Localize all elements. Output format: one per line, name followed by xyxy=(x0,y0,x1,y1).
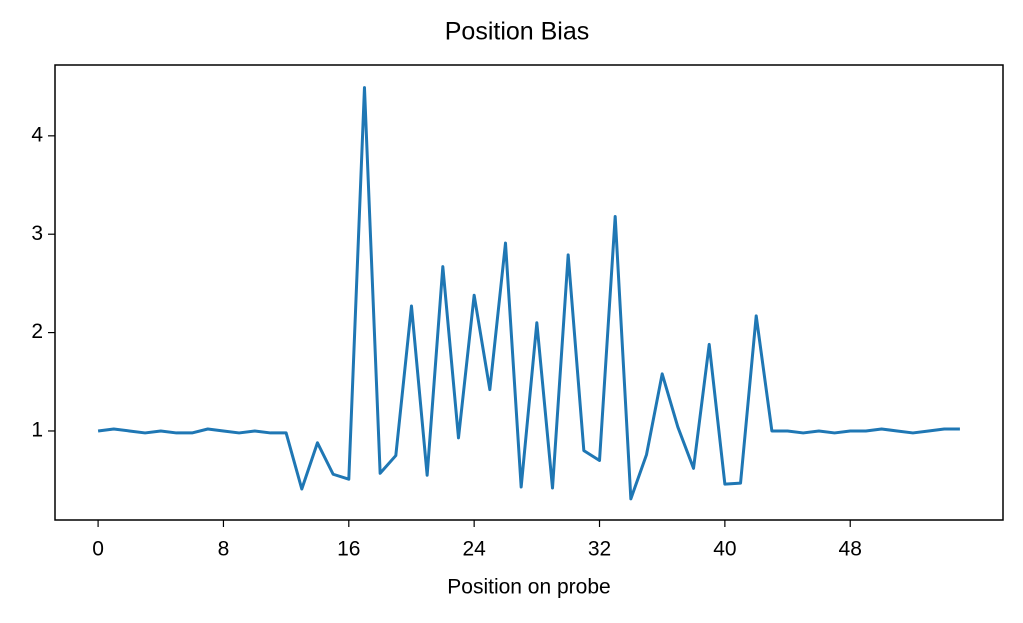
x-tick-label: 16 xyxy=(337,538,360,561)
y-tick-label: 4 xyxy=(31,123,43,146)
x-tick-label: 8 xyxy=(218,538,230,561)
x-tick-label: 0 xyxy=(92,538,104,561)
x-tick-label: 40 xyxy=(713,538,736,561)
y-tick-label: 1 xyxy=(31,419,43,442)
y-tick-label: 3 xyxy=(31,222,43,245)
x-tick-label: 48 xyxy=(839,538,862,561)
plot-frame xyxy=(54,64,1004,521)
line-series xyxy=(97,86,960,501)
x-tick-label: 24 xyxy=(462,538,486,561)
x-tick-label: 32 xyxy=(588,538,611,561)
x-axis-label: Position on probe xyxy=(447,576,610,599)
y-tick-label: 2 xyxy=(31,320,43,343)
chart-title: Position Bias xyxy=(445,18,590,46)
